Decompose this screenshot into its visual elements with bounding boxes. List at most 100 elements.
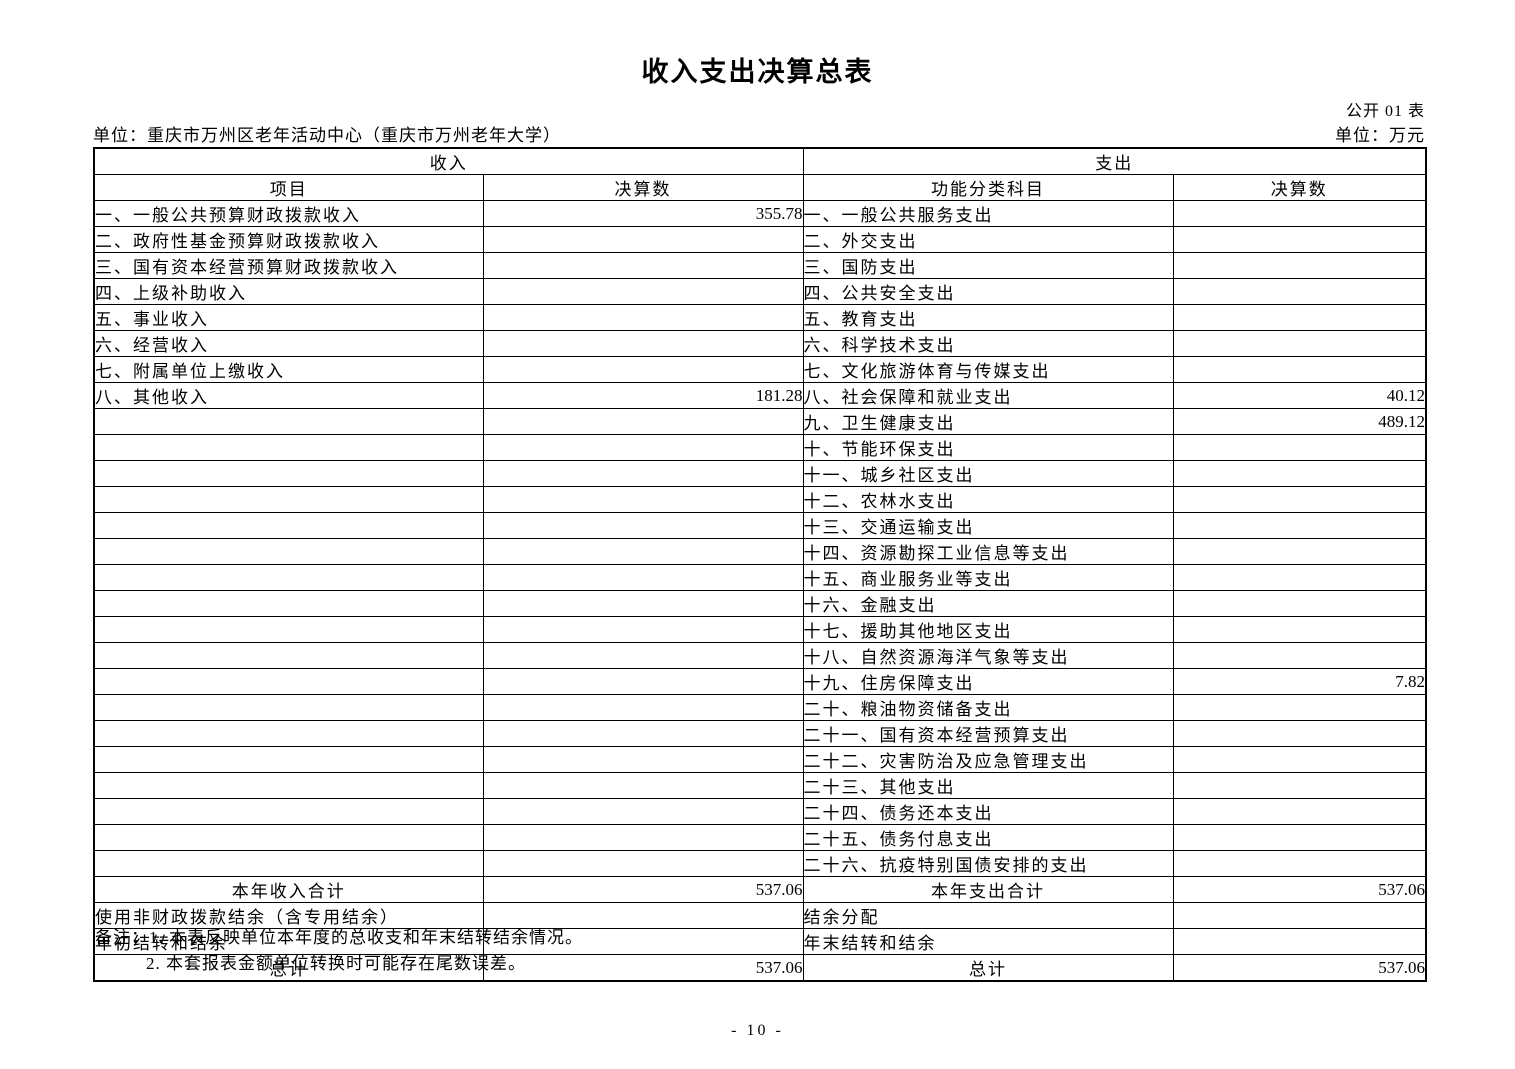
income-value-cell: 537.06 (482, 876, 804, 903)
expense-item-cell: 二十六、抗疫特别国债安排的支出 (802, 850, 1174, 877)
income-value-cell (482, 486, 804, 513)
unit-row: 单位：重庆市万州区老年活动中心（重庆市万州老年大学） 单位：万元 (93, 121, 1425, 146)
table-row: 二十六、抗疫特别国债安排的支出 (93, 850, 1427, 877)
expense-value-cell (1172, 928, 1427, 955)
expense-item-cell: 二十五、债务付息支出 (802, 824, 1174, 851)
expense-item-cell: 十九、住房保障支出 (802, 668, 1174, 695)
expense-value-cell (1172, 226, 1427, 253)
unit-name-label: 单位：重庆市万州区老年活动中心（重庆市万州老年大学） (93, 126, 561, 145)
expense-value-cell: 7.82 (1172, 668, 1427, 695)
income-item-cell (93, 772, 484, 799)
note-text: 1. 本表反映单位本年度的总收支和年末结转结余情况。 (149, 928, 583, 947)
table-row: 一、一般公共预算财政拨款收入 355.78 一、一般公共服务支出 (93, 200, 1427, 227)
expense-item-cell: 五、教育支出 (802, 304, 1174, 331)
income-value-cell (482, 798, 804, 825)
income-item-cell: 二、政府性基金预算财政拨款收入 (93, 226, 484, 253)
income-value-cell (482, 226, 804, 253)
table-row: 十七、援助其他地区支出 (93, 616, 1427, 643)
expense-item-cell: 本年支出合计 (802, 876, 1174, 903)
expense-item-cell: 二、外交支出 (802, 226, 1174, 253)
expense-item-cell: 四、公共安全支出 (802, 278, 1174, 305)
expense-item-cell: 八、社会保障和就业支出 (802, 382, 1174, 409)
table-row: 八、其他收入 181.28 八、社会保障和就业支出 40.12 (93, 382, 1427, 409)
expense-value-cell (1172, 304, 1427, 331)
expense-value-cell (1172, 590, 1427, 617)
table-row: 本年收入合计 537.06 本年支出合计 537.06 (93, 876, 1427, 903)
income-value-cell (482, 512, 804, 539)
expense-item-cell: 一、一般公共服务支出 (802, 200, 1174, 227)
expense-value-cell (1172, 772, 1427, 799)
expense-value-cell (1172, 434, 1427, 461)
expense-value-cell (1172, 486, 1427, 513)
income-item-cell (93, 538, 484, 565)
expense-value-cell: 489.12 (1172, 408, 1427, 435)
expense-value-cell: 537.06 (1172, 876, 1427, 903)
table-row: 十三、交通运输支出 (93, 512, 1427, 539)
page-title: 收入支出决算总表 (641, 57, 874, 87)
expense-value-cell (1172, 720, 1427, 747)
table-row: 十、节能环保支出 (93, 434, 1427, 461)
column-header-expense-amount: 决算数 (1172, 174, 1427, 201)
income-item-cell (93, 668, 484, 695)
table-row: 二十二、灾害防治及应急管理支出 (93, 746, 1427, 773)
expense-item-cell: 十七、援助其他地区支出 (802, 616, 1174, 643)
table-row: 年初结转和结余 年末结转和结余 (93, 928, 1427, 955)
expense-value-cell (1172, 694, 1427, 721)
income-value-cell (482, 304, 804, 331)
income-value-cell (482, 668, 804, 695)
income-item-cell (93, 694, 484, 721)
expense-value-cell (1172, 746, 1427, 773)
income-item-cell (93, 824, 484, 851)
income-item-cell (93, 850, 484, 877)
expense-value-cell (1172, 538, 1427, 565)
income-value-cell (482, 564, 804, 591)
expense-value-cell (1172, 460, 1427, 487)
note-text: 2. 本套报表金额单位转换时可能存在尾数误差。 (146, 954, 526, 973)
table-row: 十五、商业服务业等支出 (93, 564, 1427, 591)
income-item-cell (93, 720, 484, 747)
income-item-cell (93, 746, 484, 773)
notes-label: 备注： (95, 928, 149, 947)
expense-item-cell: 二十、粮油物资储备支出 (802, 694, 1174, 721)
table-row: 十八、自然资源海洋气象等支出 (93, 642, 1427, 669)
column-header-expense-function: 功能分类科目 (802, 174, 1174, 201)
expense-item-cell: 二十二、灾害防治及应急管理支出 (802, 746, 1174, 773)
income-value-cell (482, 902, 804, 929)
table-row: 二十五、债务付息支出 (93, 824, 1427, 851)
expense-value-cell (1172, 512, 1427, 539)
table-row: 五、事业收入 五、教育支出 (93, 304, 1427, 331)
expense-value-cell (1172, 356, 1427, 383)
income-item-cell (93, 486, 484, 513)
expense-item-cell: 结余分配 (802, 902, 1174, 929)
income-value-cell (482, 824, 804, 851)
expense-item-cell: 十五、商业服务业等支出 (802, 564, 1174, 591)
expense-value-cell (1172, 330, 1427, 357)
notes: 备注：1. 本表反映单位本年度的总收支和年末结转结余情况。 2. 本套报表金额单… (95, 925, 583, 977)
expense-value-cell (1172, 902, 1427, 929)
expense-item-cell: 总计 (802, 954, 1174, 982)
table-row: 十六、金融支出 (93, 590, 1427, 617)
income-item-cell (93, 798, 484, 825)
income-value-cell (482, 850, 804, 877)
income-value-cell: 355.78 (482, 200, 804, 227)
note-line: 2. 本套报表金额单位转换时可能存在尾数误差。 (146, 951, 583, 977)
expense-item-cell: 十、节能环保支出 (802, 434, 1174, 461)
income-item-cell: 四、上级补助收入 (93, 278, 484, 305)
income-section-header: 收入 (93, 147, 804, 175)
income-item-cell: 五、事业收入 (93, 304, 484, 331)
expense-value-cell (1172, 798, 1427, 825)
income-value-cell (482, 928, 804, 955)
income-item-cell: 三、国有资本经营预算财政拨款收入 (93, 252, 484, 279)
expense-item-cell: 十一、城乡社区支出 (802, 460, 1174, 487)
expense-item-cell: 二十四、债务还本支出 (802, 798, 1174, 825)
income-value-cell (482, 616, 804, 643)
unit-currency-label: 单位：万元 (1335, 126, 1425, 145)
income-value-cell (482, 460, 804, 487)
expense-item-cell: 十三、交通运输支出 (802, 512, 1174, 539)
expense-item-cell: 十六、金融支出 (802, 590, 1174, 617)
column-header-income-item: 项目 (93, 174, 484, 201)
expense-value-cell (1172, 642, 1427, 669)
expense-item-cell: 七、文化旅游体育与传媒支出 (802, 356, 1174, 383)
income-item-cell (93, 512, 484, 539)
